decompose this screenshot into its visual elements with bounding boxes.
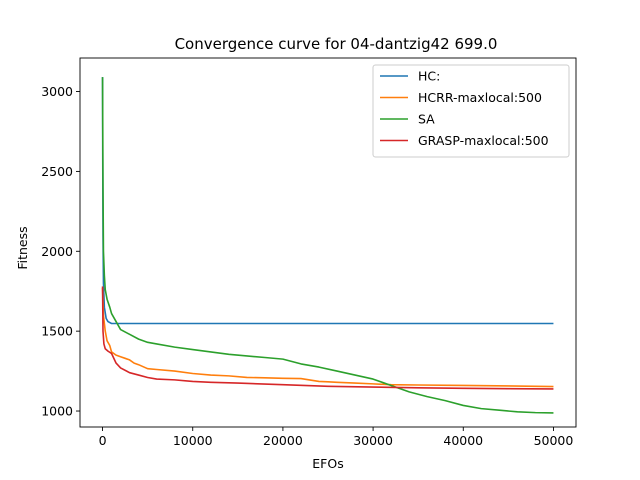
- series-line-1: [101, 288, 554, 388]
- legend-entry-label: HCRR-maxlocal:500: [418, 90, 542, 105]
- x-tick-label: 50000: [534, 433, 574, 448]
- series-line-2: [101, 77, 554, 414]
- y-axis: 1000 1500 2000 2500 3000: [41, 84, 80, 419]
- axes-border: [79, 57, 577, 428]
- plot-series: [101, 77, 554, 414]
- x-tick-label: 10000: [173, 433, 213, 448]
- legend: HC: HCRR-maxlocal:500 SA GRASP-maxlocal:500: [372, 64, 570, 158]
- y-tick-label: 1000: [41, 404, 73, 419]
- x-tick-label: 30000: [353, 433, 393, 448]
- x-axis-label: EFOs: [312, 456, 343, 471]
- legend-entry-label: GRASP-maxlocal:500: [418, 133, 549, 148]
- x-tick-label: 0: [99, 433, 107, 448]
- legend-entry-label: SA: [418, 112, 435, 127]
- series-line-3: [101, 286, 554, 390]
- x-tick-label: 40000: [443, 433, 483, 448]
- y-axis-label: Fitness: [15, 226, 30, 269]
- y-tick-label: 1500: [41, 324, 73, 339]
- chart-title: Convergence curve for 04-dantzig42 699.0: [175, 35, 498, 53]
- legend-box: [372, 64, 570, 158]
- x-axis: 0 10000 20000 30000 40000 50000: [99, 427, 574, 448]
- legend-entry-label: HC:: [418, 69, 440, 84]
- y-tick-label: 3000: [41, 84, 73, 99]
- axes-frame: [79, 57, 577, 428]
- x-tick-label: 20000: [263, 433, 303, 448]
- y-tick-label: 2500: [41, 164, 73, 179]
- y-tick-label: 2000: [41, 244, 73, 259]
